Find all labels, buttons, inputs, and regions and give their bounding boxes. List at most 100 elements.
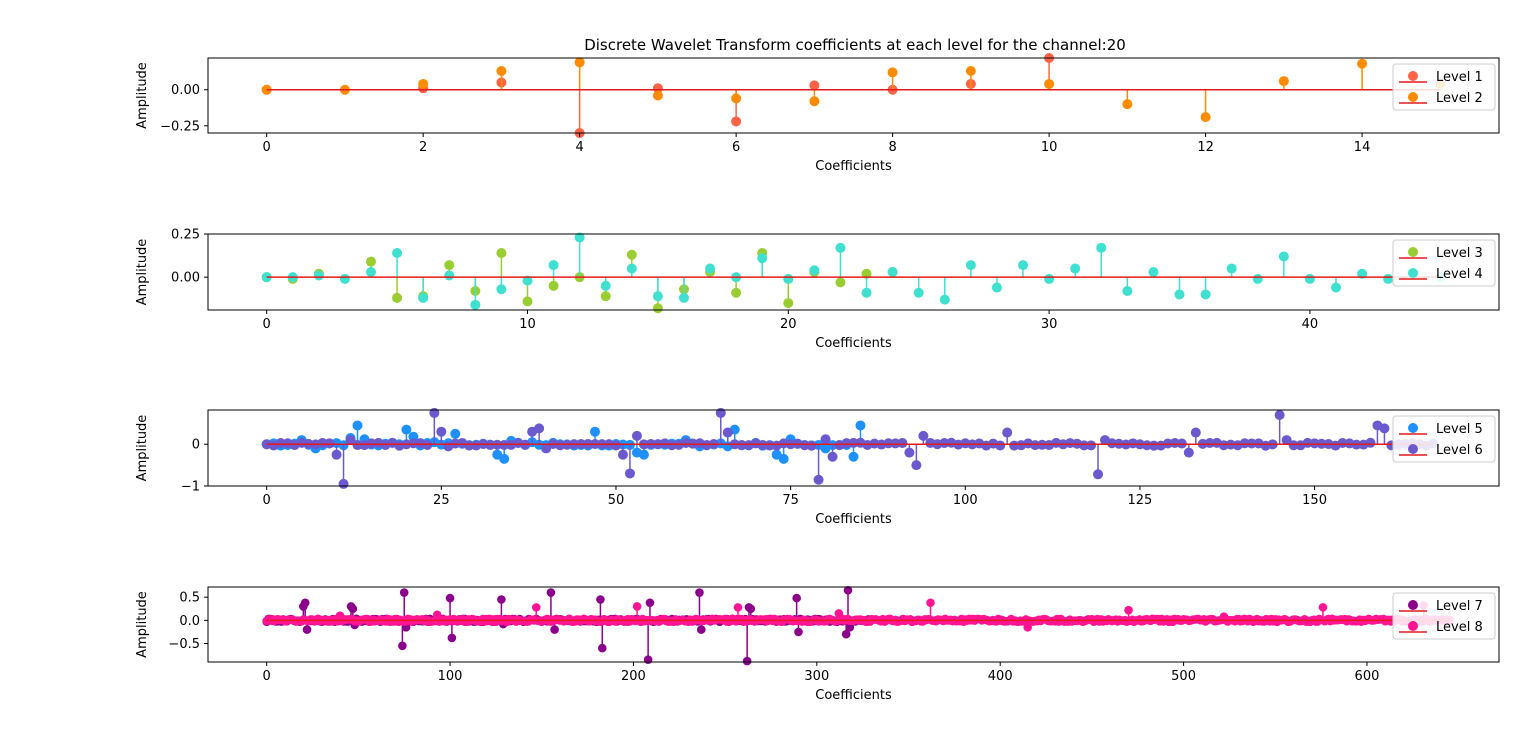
legend: Level 5 Level 6 [1392,415,1496,463]
stem-marker [1096,242,1107,253]
x-tick-label: 2 [419,140,427,155]
stem-marker [1183,447,1194,458]
stem-marker [1278,76,1289,87]
subplot-2: 0 10 20 30 40 0.00 0.25 Coefficients Amplitude Le… [135,228,1500,351]
legend-box [1392,63,1496,111]
axes-frame [207,586,1500,663]
stem-marker [643,655,653,664]
stem-marker [436,426,447,437]
legend-box [1392,592,1496,640]
y-tick-label: 0 [192,438,200,453]
stem-marker [1246,438,1257,449]
legend-label: Level 1 [1436,70,1483,85]
stem-marker [339,273,350,284]
stem-marker [313,270,324,281]
stem-marker [338,478,349,489]
stem-marker [678,292,689,303]
y-tick-label: 0.00 [171,271,200,286]
stem-marker [418,292,429,303]
x-tick-label: 20 [780,317,797,332]
stem-marker [499,453,510,464]
stem-marker [499,440,510,451]
x-tick-label: 12 [1197,140,1214,155]
stem-marker [1252,273,1263,284]
x-axis-label: Coefficients [815,336,892,351]
stem-marker [1200,289,1211,300]
stem-marker [1278,251,1289,262]
stem-marker [913,287,924,298]
stem-marker [809,80,820,91]
stem-marker [883,438,894,449]
stem-marker [809,96,820,107]
stem-marker [1093,469,1104,480]
stem-marker [995,440,1006,451]
legend-marker [1408,600,1418,610]
stem-marker [610,440,621,451]
stem-marker [792,593,801,603]
stem-marker [1023,622,1033,632]
legend-marker [1408,268,1418,278]
stem-marker [652,303,663,314]
stem-marker [1274,410,1285,421]
stem-marker [418,78,429,89]
stem-marker [834,609,844,618]
y-tick-label: 0.0 [179,614,200,629]
stem-marker [939,294,950,305]
x-tick-label: 100 [438,669,463,684]
stem-marker [324,438,335,449]
legend-label: Level 6 [1436,443,1483,458]
subplot-1: 0 2 4 6 8 10 12 14 −0.25 0.00 Coefficients Amplitud… [135,53,1500,174]
legend-label: Level 2 [1436,91,1483,106]
x-tick-label: 10 [1041,140,1058,155]
stem-marker [843,585,853,595]
stem-marker [731,93,742,104]
stem-marker [444,270,455,281]
axes-frame [207,57,1500,134]
x-axis-label: Coefficients [815,159,892,174]
stem-marker [904,447,915,458]
stem-marker [522,275,533,286]
legend-label: Level 4 [1436,267,1483,282]
stem-marker [1288,440,1299,451]
legend: Level 3 Level 4 [1392,239,1496,287]
stem-marker [534,423,545,434]
stem-marker [861,268,872,279]
figure-title: Discrete Wavelet Transform coefficients … [584,36,1126,54]
stem-marker [590,426,601,437]
y-tick-label: −0.25 [160,119,200,134]
x-tick-label: 50 [608,493,625,508]
x-tick-label: 600 [1355,669,1380,684]
legend-marker [1408,92,1418,102]
y-tick-label: −0.5 [168,637,200,652]
stem-marker [742,656,752,666]
series-level-7 [262,585,877,666]
legend: Level 1 Level 2 [1392,63,1496,111]
stem-marker [352,440,363,451]
stem-marker [764,440,775,451]
stem-marker [845,622,855,632]
stem-marker [626,249,637,260]
stem-marker [522,296,533,307]
stem-marker [820,434,831,445]
stem-marker [813,474,824,485]
stem-marker [848,451,859,462]
stem-marker [464,440,475,451]
stem-marker [1383,273,1394,284]
stem-marker [302,625,312,634]
stem-marker [392,292,403,303]
legend-label: Level 7 [1436,599,1483,614]
legend-box [1392,239,1496,287]
x-tick-label: 500 [1171,669,1196,684]
stem-marker [600,280,611,291]
stem-marker [447,633,457,643]
subplot-3: 0 25 50 75 100 125 150 −1 0 Coefficients Amplitude… [135,407,1500,527]
stem-marker [632,602,642,611]
stem-marker [399,588,409,597]
stem-marker [345,435,356,446]
stem-marker [550,625,559,634]
stem-marker [820,443,831,454]
stem-marker [757,253,768,264]
stem-marker [926,598,935,608]
stem-marker [275,438,286,449]
